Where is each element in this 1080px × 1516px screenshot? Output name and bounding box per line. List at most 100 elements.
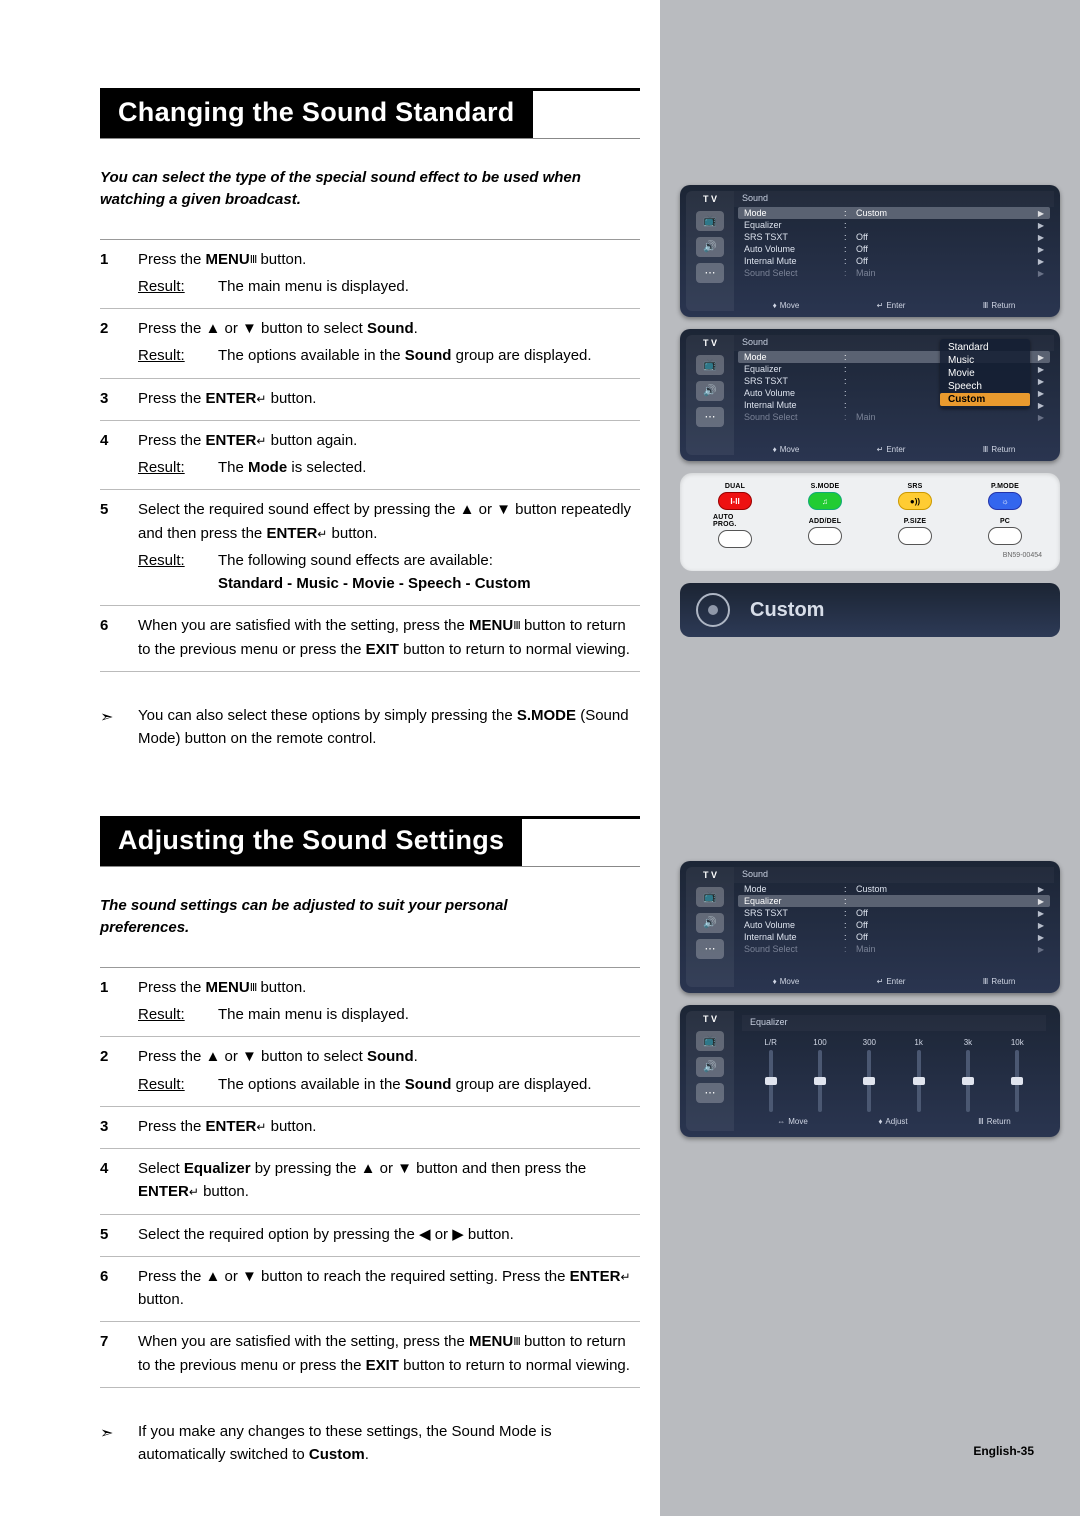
- osd-footer: ⇔Move ♦Adjust ⅢReturn: [742, 1114, 1046, 1127]
- note-arrow-icon: ➣: [100, 704, 138, 751]
- osd-title: Sound: [734, 867, 1054, 883]
- step-body: Select Equalizer by pressing the ▲ or ▼ …: [138, 1157, 640, 1204]
- osd-tab-icon: ⋯: [696, 263, 724, 283]
- step-body: Press the MENUⅢ button. Result: The main…: [138, 248, 640, 299]
- osd-tv-label: T V: [703, 195, 717, 205]
- osd-tv-label: T V: [703, 871, 717, 881]
- step-row: 3 Press the ENTER↵ button.: [100, 1107, 640, 1149]
- eq-band: 100: [806, 1038, 834, 1112]
- mode-option: Standard: [940, 341, 1030, 354]
- result-label: Result:: [138, 456, 218, 479]
- osd-tab-strip: T V 📺 🔊 ⋯: [686, 191, 734, 311]
- osd-sound-menu-1: T V 📺 🔊 ⋯ Sound Mode:Custom▶Equalizer:▶S…: [680, 185, 1060, 317]
- step-row: 1 Press the MENUⅢ button. Result: The ma…: [100, 968, 640, 1038]
- remote-button: AUTO PROG.: [713, 514, 757, 548]
- osd-row: Sound Select:Main▶: [738, 411, 1050, 423]
- step-row: 4 Select Equalizer by pressing the ▲ or …: [100, 1149, 640, 1215]
- eq-band: 10k: [1003, 1038, 1031, 1112]
- mode-option: Custom: [940, 393, 1030, 406]
- step-number: 6: [100, 1265, 138, 1312]
- mode-option: Music: [940, 354, 1030, 367]
- remote-button: PC: [983, 518, 1027, 545]
- step-row: 4 Press the ENTER↵ button again. Result:…: [100, 421, 640, 491]
- step-number: 3: [100, 387, 138, 410]
- step-body: Select the required option by pressing t…: [138, 1223, 640, 1246]
- section2-note: ➣ If you make any changes to these setti…: [100, 1412, 640, 1477]
- enter-icon: ↵: [620, 1270, 630, 1284]
- remote-row-2: AUTO PROG.ADD/DELP.SIZEPC: [690, 514, 1050, 548]
- step-number: 4: [100, 1157, 138, 1204]
- osd-tab-icon: 🔊: [696, 913, 724, 933]
- osd-row: Mode:Custom▶: [738, 883, 1050, 895]
- step-number: 7: [100, 1330, 138, 1377]
- osd-tab-icon: 🔊: [696, 381, 724, 401]
- osd-row: Mode:Custom▶: [738, 207, 1050, 219]
- osd-tv-label: T V: [703, 339, 717, 349]
- section1-title: Changing the Sound Standard: [100, 91, 533, 138]
- osd-sound-mode-select: T V 📺 🔊 ⋯ Sound Mode:▶Equalizer:▶SRS TSX…: [680, 329, 1060, 461]
- result-label: Result:: [138, 1003, 218, 1026]
- result-text: The options available in the Sound group…: [218, 1073, 640, 1096]
- result-text: The options available in the Sound group…: [218, 344, 640, 367]
- enter-icon: ↵: [256, 434, 266, 448]
- osd-tab-icon: 📺: [696, 887, 724, 907]
- result-text: The main menu is displayed.: [218, 275, 640, 298]
- osd-row: Sound Select:Main▶: [738, 943, 1050, 955]
- remote-row-1: DUALI-IIS.MODE♫SRS●))P.MODE☼: [690, 483, 1050, 510]
- osd-tab-strip: T V 📺 🔊 ⋯: [686, 1011, 734, 1131]
- speaker-icon: [696, 593, 730, 627]
- remote-button: P.SIZE: [893, 518, 937, 545]
- step-row: 6 When you are satisfied with the settin…: [100, 606, 640, 672]
- enter-icon: ↵: [189, 1185, 199, 1199]
- remote-code: BN59-00454: [690, 552, 1050, 559]
- step-row: 6 Press the ▲ or ▼ button to reach the r…: [100, 1257, 640, 1323]
- step-body: Press the ENTER↵ button again. Result: T…: [138, 429, 640, 480]
- step-number: 4: [100, 429, 138, 480]
- custom-badge-label: Custom: [750, 599, 824, 622]
- step-row: 7 When you are satisfied with the settin…: [100, 1322, 640, 1388]
- result-label: Result:: [138, 1073, 218, 1096]
- eq-band: 300: [855, 1038, 883, 1112]
- osd-rows: Mode:Custom▶Equalizer:▶SRS TSXT:Off▶Auto…: [734, 207, 1054, 298]
- osd-title: Sound: [734, 191, 1054, 207]
- remote-button: S.MODE♫: [803, 483, 847, 510]
- remote-button: P.MODE☼: [983, 483, 1027, 510]
- step-row: 3 Press the ENTER↵ button.: [100, 379, 640, 421]
- osd-footer: ♦Move ↵Enter ⅢReturn: [734, 442, 1054, 455]
- section1-intro: You can select the type of the special s…: [100, 167, 640, 211]
- section1-title-bar: Changing the Sound Standard: [100, 88, 640, 139]
- osd-row: SRS TSXT:Off▶: [738, 907, 1050, 919]
- osd-mode-options: StandardMusicMovieSpeechCustom: [940, 339, 1030, 408]
- step-number: 1: [100, 248, 138, 299]
- mode-option: Speech: [940, 380, 1030, 393]
- osd-tab-icon: ⋯: [696, 1083, 724, 1103]
- step-number: 2: [100, 1045, 138, 1096]
- result-label: Result:: [138, 275, 218, 298]
- section2-intro: The sound settings can be adjusted to su…: [100, 895, 640, 939]
- osd-equalizer: T V 📺 🔊 ⋯ Equalizer L/R1003001k3k10k ⇔Mo…: [680, 1005, 1060, 1137]
- osd-sound-menu-equalizer: T V 📺 🔊 ⋯ Sound Mode:Custom▶Equalizer:▶S…: [680, 861, 1060, 993]
- menu-icon: Ⅲ: [513, 1336, 520, 1348]
- step-body: Press the ▲ or ▼ button to select Sound.…: [138, 1045, 640, 1096]
- osd-footer: ♦Move ↵Enter ⅢReturn: [734, 974, 1054, 987]
- remote-button: DUALI-II: [713, 483, 757, 510]
- step-body: Press the ENTER↵ button.: [138, 387, 640, 410]
- osd-rows: Mode:Custom▶Equalizer:▶SRS TSXT:Off▶Auto…: [734, 883, 1054, 974]
- step-body: Select the required sound effect by pres…: [138, 498, 640, 595]
- step-body: Press the MENUⅢ button. Result: The main…: [138, 976, 640, 1027]
- osd-row: Internal Mute:Off▶: [738, 931, 1050, 943]
- step-number: 1: [100, 976, 138, 1027]
- osd-eq-title: Equalizer: [742, 1015, 1046, 1031]
- enter-icon: ↵: [256, 392, 266, 406]
- result-text: The following sound effects are availabl…: [218, 549, 640, 596]
- osd-tab-icon: 📺: [696, 355, 724, 375]
- section1-note: ➣ You can also select these options by s…: [100, 696, 640, 761]
- enter-icon: ↵: [256, 1120, 266, 1134]
- eq-band: 1k: [905, 1038, 933, 1112]
- osd-row: Auto Volume:Off▶: [738, 919, 1050, 931]
- step-number: 6: [100, 614, 138, 661]
- osd-tab-icon: 📺: [696, 211, 724, 231]
- osd-row: Auto Volume:Off▶: [738, 243, 1050, 255]
- note-arrow-icon: ➣: [100, 1420, 138, 1467]
- osd-row: Equalizer:▶: [738, 895, 1050, 907]
